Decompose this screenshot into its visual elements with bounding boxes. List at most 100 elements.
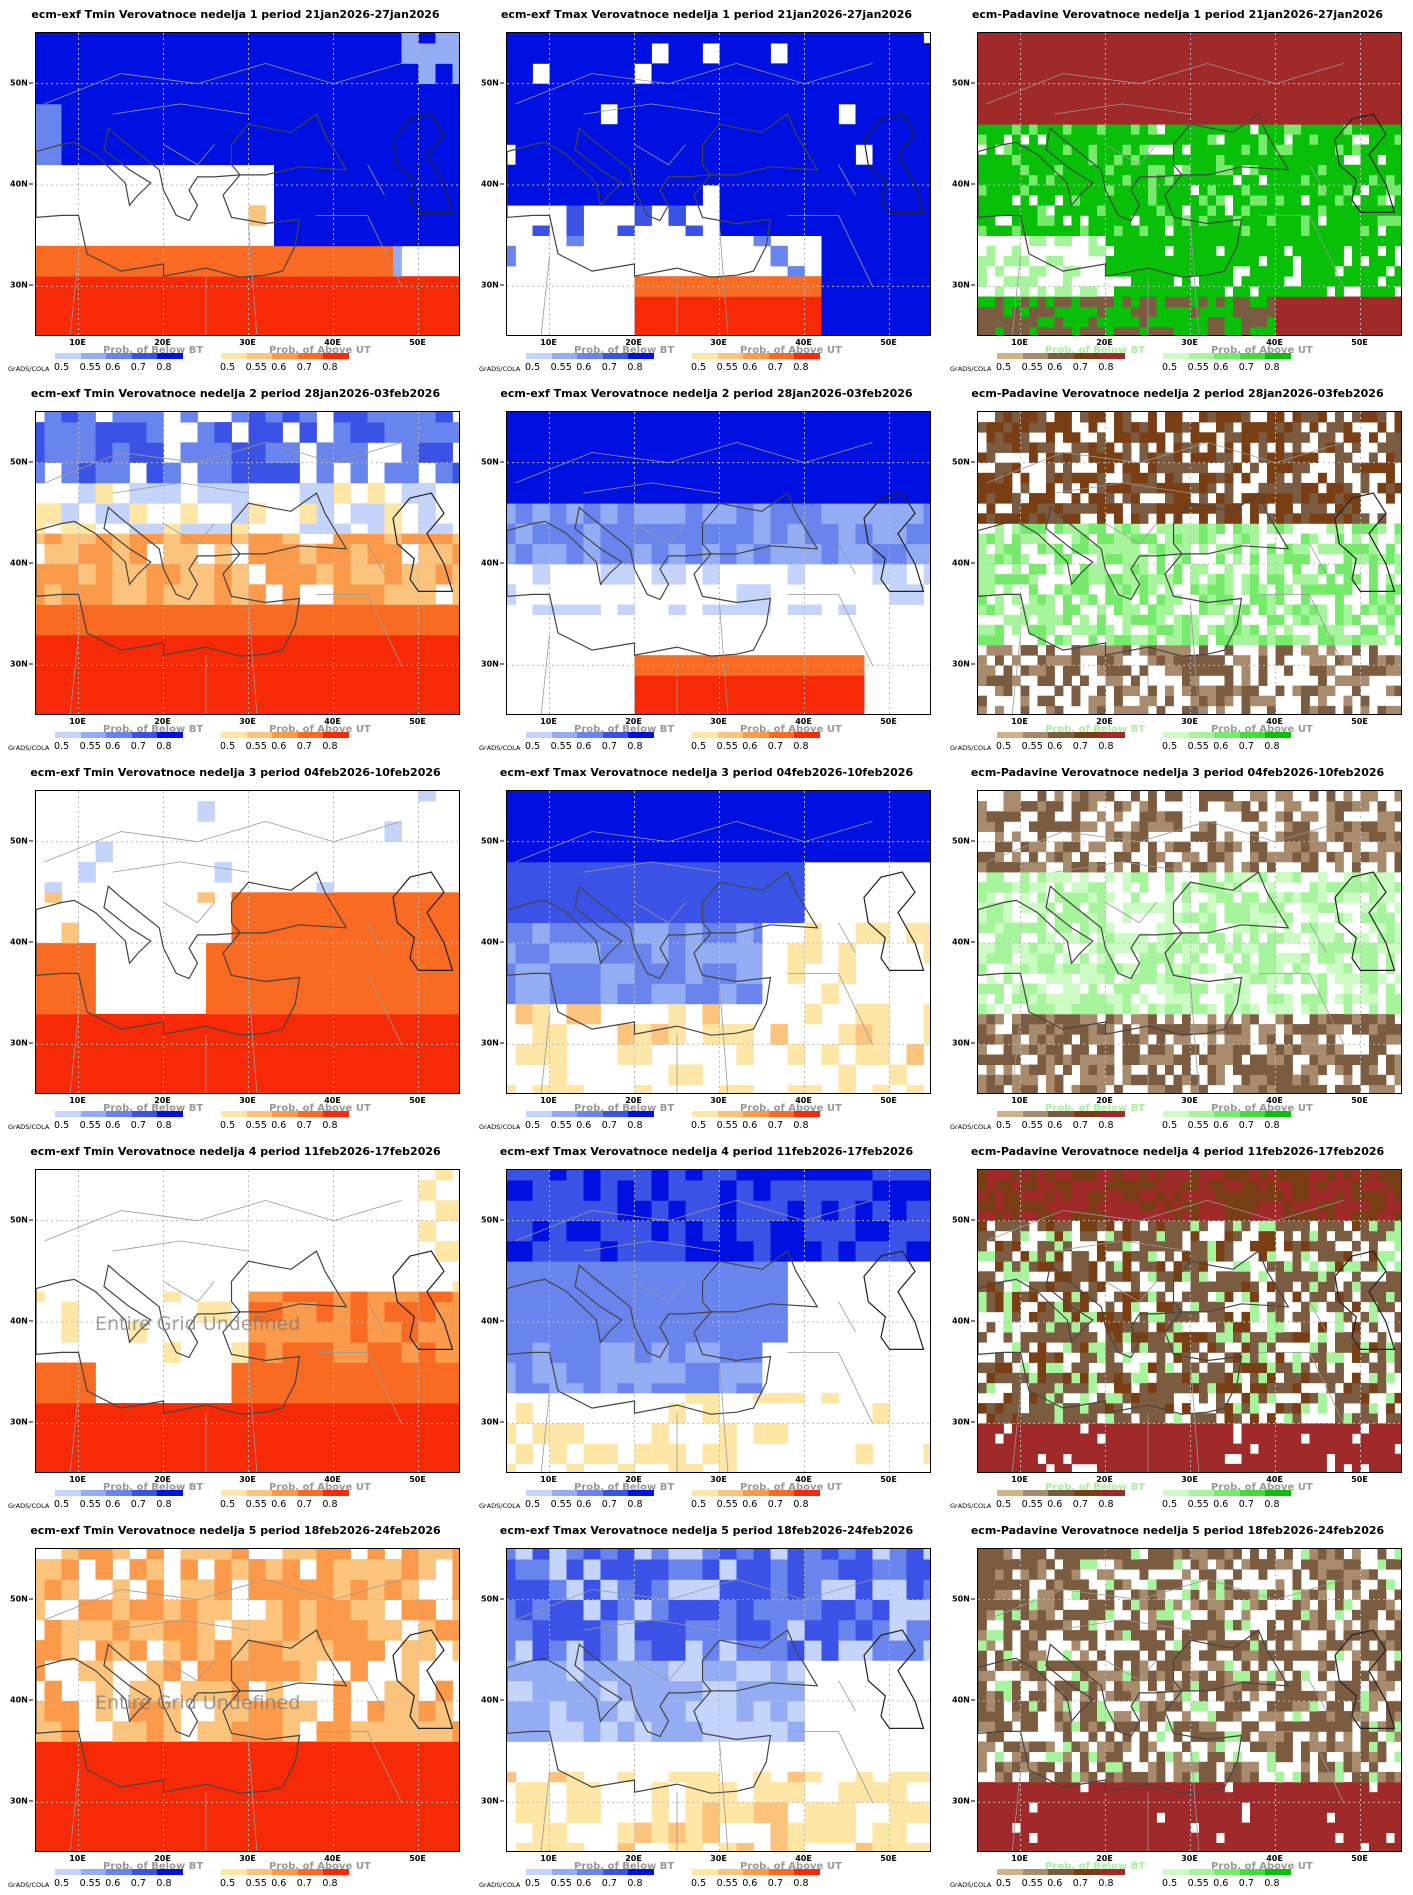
prob-cell xyxy=(452,83,459,95)
prob-cell xyxy=(1386,286,1395,297)
prob-cell xyxy=(1216,266,1225,277)
prob-cell xyxy=(1275,103,1285,115)
prob-cell xyxy=(1165,164,1174,176)
prob-cell xyxy=(1216,316,1225,328)
prob-cell xyxy=(240,472,249,484)
prob-cell xyxy=(350,296,360,307)
prob-cell xyxy=(609,134,618,145)
prob-cell xyxy=(1131,144,1140,155)
prob-cell xyxy=(257,665,266,676)
prob-cell xyxy=(995,124,1004,135)
prob-cell xyxy=(634,53,644,64)
prob-cell xyxy=(70,103,79,115)
prob-cell xyxy=(112,452,122,463)
prob-cell xyxy=(1088,205,1098,216)
prob-cell xyxy=(444,53,453,64)
prob-cell xyxy=(787,316,797,328)
prob-cell xyxy=(325,503,334,514)
prob-cell xyxy=(104,594,113,605)
prob-cell xyxy=(1386,205,1395,216)
prob-cell xyxy=(643,174,652,186)
prob-cell xyxy=(316,634,326,646)
prob-cell xyxy=(359,594,368,605)
prob-cell xyxy=(376,255,385,267)
prob-cell xyxy=(61,614,71,626)
prob-cell xyxy=(36,124,45,135)
prob-cell xyxy=(1122,63,1132,74)
prob-cell xyxy=(1343,93,1353,105)
prob-cell xyxy=(308,114,317,125)
prob-cell xyxy=(838,286,848,297)
prob-cell xyxy=(1131,73,1140,84)
prob-cell xyxy=(719,316,729,328)
prob-cell xyxy=(583,164,593,176)
prob-cell xyxy=(1199,225,1208,236)
prob-cell xyxy=(342,442,351,453)
prob-cell xyxy=(753,316,763,328)
prob-cell xyxy=(821,296,831,307)
prob-cell xyxy=(350,245,360,257)
prob-cell xyxy=(172,276,181,287)
prob-cell xyxy=(401,124,411,135)
prob-cell xyxy=(342,685,351,697)
prob-cell xyxy=(821,225,831,236)
prob-cell xyxy=(1275,73,1285,84)
prob-cell xyxy=(626,144,635,155)
prob-cell xyxy=(44,604,54,615)
prob-cell xyxy=(1352,235,1361,247)
prob-cell xyxy=(1224,306,1234,318)
prob-cell xyxy=(804,93,814,105)
prob-cell xyxy=(61,245,71,257)
colorbar-swatch xyxy=(297,353,324,359)
prob-cell xyxy=(524,174,533,186)
prob-cell xyxy=(1207,185,1217,196)
prob-cell xyxy=(1207,164,1217,176)
prob-cell xyxy=(78,645,88,656)
prob-cell xyxy=(248,316,258,328)
prob-cell xyxy=(36,665,45,676)
prob-cell xyxy=(592,63,601,74)
legend-below-colorbar xyxy=(526,353,654,359)
prob-cell xyxy=(444,296,453,307)
legend-tick: 0.55 xyxy=(79,362,101,373)
prob-cell xyxy=(1326,296,1336,307)
country-border xyxy=(69,255,79,335)
prob-cell xyxy=(1352,63,1361,74)
prob-cell xyxy=(197,634,207,646)
prob-cell xyxy=(274,114,283,125)
prob-cell xyxy=(1224,266,1234,277)
prob-cell xyxy=(410,225,419,236)
prob-cell xyxy=(427,53,436,64)
prob-cell xyxy=(677,306,686,318)
prob-cell xyxy=(231,503,241,514)
prob-cell xyxy=(418,174,428,186)
prob-cell xyxy=(1088,164,1098,176)
prob-cell xyxy=(325,442,334,453)
prob-cell xyxy=(923,195,930,206)
prob-cell xyxy=(172,695,181,707)
prob-cell xyxy=(1326,43,1336,54)
prob-cell xyxy=(1267,93,1276,105)
prob-cell xyxy=(1122,296,1132,307)
prob-cell xyxy=(214,326,224,335)
prob-cell xyxy=(923,43,930,54)
prob-cell xyxy=(282,472,292,484)
prob-cell xyxy=(1046,154,1055,166)
prob-cell xyxy=(1250,103,1259,115)
prob-cell xyxy=(660,103,669,115)
prob-cell xyxy=(206,634,215,646)
prob-cell xyxy=(1165,266,1174,277)
prob-cell xyxy=(1207,286,1217,297)
prob-cell xyxy=(427,195,436,206)
prob-cell xyxy=(821,114,831,125)
prob-cell xyxy=(435,306,445,318)
prob-cell xyxy=(393,134,402,145)
prob-cell xyxy=(325,73,334,84)
prob-cell xyxy=(44,513,54,524)
prob-cell xyxy=(1267,134,1276,145)
prob-cell xyxy=(855,103,865,115)
prob-cell xyxy=(1105,215,1115,226)
prob-cell xyxy=(651,93,661,105)
prob-cell xyxy=(316,195,326,206)
prob-cell xyxy=(770,316,780,328)
